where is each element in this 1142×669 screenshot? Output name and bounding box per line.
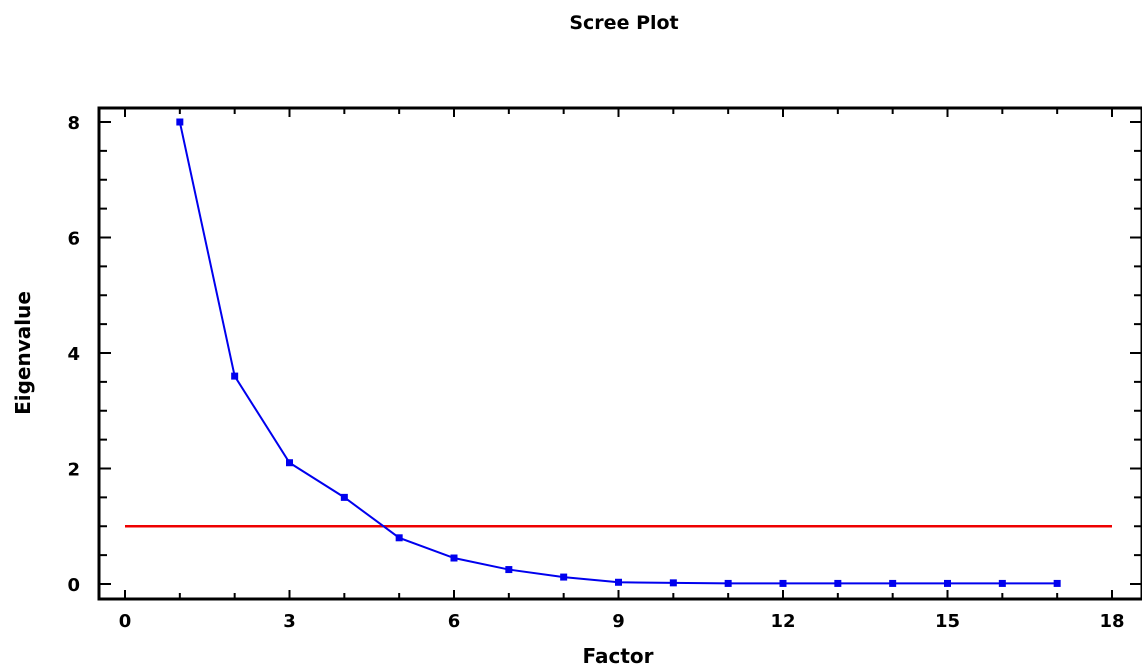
x-tick-label: 6 <box>448 611 461 632</box>
data-point <box>505 566 513 574</box>
data-point <box>944 579 951 587</box>
data-point <box>560 573 568 581</box>
axis-ticks <box>99 108 1142 599</box>
data-point <box>615 578 622 586</box>
y-tick-label: 6 <box>67 229 80 250</box>
x-tick-label: 9 <box>612 611 625 632</box>
y-tick-label: 2 <box>67 460 80 481</box>
data-point <box>1053 579 1061 587</box>
data-point <box>998 579 1006 587</box>
data-point <box>395 534 403 542</box>
y-tick-label: 0 <box>67 575 80 596</box>
x-tick-label: 18 <box>1099 611 1124 632</box>
data-point <box>176 118 184 126</box>
x-tick-label: 12 <box>770 611 795 632</box>
x-tick-label: 0 <box>119 611 132 632</box>
y-tick-label: 8 <box>67 113 80 134</box>
y-axis-label: Eigenvalue <box>11 291 35 415</box>
data-point <box>669 579 677 587</box>
eigenvalue-data-points <box>176 118 1061 587</box>
chart-title: Scree Plot <box>569 12 678 34</box>
data-point <box>889 579 897 587</box>
x-axis-label: Factor <box>582 644 653 668</box>
data-point <box>724 579 732 587</box>
y-tick-label: 4 <box>67 344 80 365</box>
x-tick-label: 3 <box>283 611 296 632</box>
eigenvalue-series-line <box>178 121 1058 585</box>
data-point <box>450 554 458 562</box>
axis-tick-labels: 0 3 6 9 12 15 18 0 2 4 6 8 <box>67 113 1124 632</box>
data-point <box>340 493 348 501</box>
data-point <box>231 372 239 380</box>
data-point <box>286 459 293 467</box>
data-point <box>779 579 787 587</box>
x-tick-label: 15 <box>935 611 960 632</box>
data-point <box>834 579 842 587</box>
